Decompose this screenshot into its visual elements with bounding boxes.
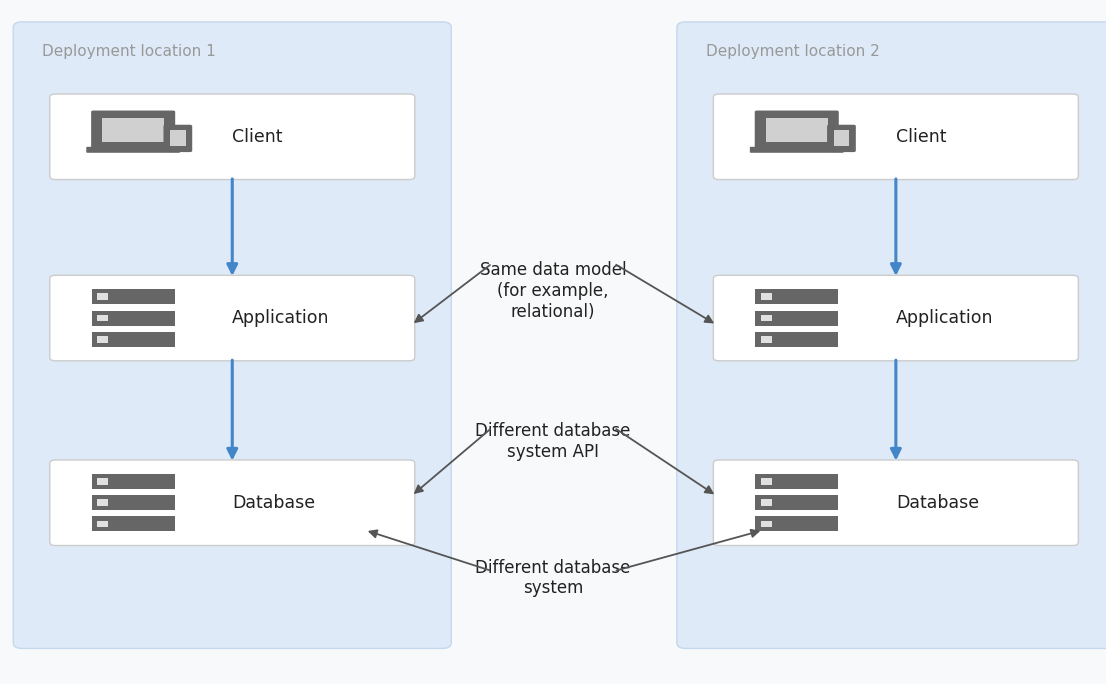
- Bar: [761, 478, 772, 485]
- Bar: [761, 336, 772, 343]
- Bar: [755, 311, 838, 326]
- Bar: [755, 474, 838, 489]
- Bar: [97, 521, 108, 527]
- Text: Application: Application: [896, 309, 993, 327]
- Text: Database: Database: [896, 494, 979, 512]
- Text: Client: Client: [896, 128, 947, 146]
- Text: Client: Client: [232, 128, 283, 146]
- FancyBboxPatch shape: [13, 22, 451, 648]
- FancyBboxPatch shape: [91, 111, 175, 149]
- Bar: [755, 516, 838, 531]
- FancyBboxPatch shape: [750, 147, 844, 153]
- Bar: [92, 495, 175, 510]
- Text: Same data model
(for example,
relational): Same data model (for example, relational…: [480, 261, 626, 321]
- FancyBboxPatch shape: [50, 276, 415, 361]
- Bar: [92, 289, 175, 304]
- Bar: [97, 336, 108, 343]
- Bar: [97, 499, 108, 506]
- FancyBboxPatch shape: [827, 124, 856, 152]
- FancyBboxPatch shape: [713, 94, 1078, 179]
- Bar: [761, 293, 772, 300]
- Text: Different database
system API: Different database system API: [476, 422, 630, 460]
- Text: Different database
system: Different database system: [476, 559, 630, 597]
- FancyBboxPatch shape: [50, 94, 415, 179]
- Bar: [92, 516, 175, 531]
- Bar: [765, 118, 827, 142]
- Bar: [755, 495, 838, 510]
- Bar: [97, 478, 108, 485]
- FancyBboxPatch shape: [50, 460, 415, 546]
- Text: Database: Database: [232, 494, 315, 512]
- FancyBboxPatch shape: [713, 460, 1078, 546]
- Bar: [97, 293, 108, 300]
- Bar: [834, 130, 849, 146]
- Bar: [97, 315, 108, 321]
- Bar: [102, 118, 164, 142]
- Bar: [92, 474, 175, 489]
- Text: Deployment location 2: Deployment location 2: [706, 44, 879, 60]
- FancyBboxPatch shape: [754, 111, 838, 149]
- Bar: [92, 332, 175, 347]
- FancyBboxPatch shape: [713, 276, 1078, 361]
- Bar: [761, 315, 772, 321]
- Bar: [755, 289, 838, 304]
- Bar: [761, 499, 772, 506]
- Text: Application: Application: [232, 309, 330, 327]
- FancyBboxPatch shape: [677, 22, 1106, 648]
- Bar: [761, 521, 772, 527]
- Bar: [170, 130, 186, 146]
- FancyBboxPatch shape: [164, 124, 192, 152]
- Text: Deployment location 1: Deployment location 1: [42, 44, 216, 60]
- Bar: [755, 332, 838, 347]
- Bar: [92, 311, 175, 326]
- FancyBboxPatch shape: [86, 147, 180, 153]
